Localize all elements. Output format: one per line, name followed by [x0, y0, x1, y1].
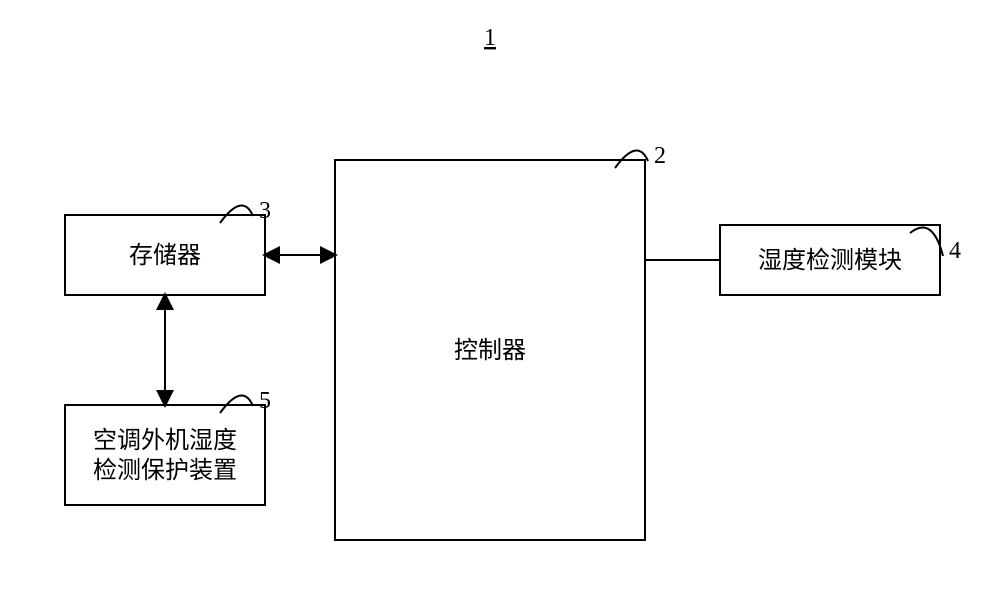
humidity-module-callout-curve [910, 228, 943, 256]
memory-callout-number: 3 [259, 198, 271, 224]
protection-device-rect [65, 405, 265, 505]
humidity-module-callout-number: 4 [949, 238, 961, 264]
protection-device-block: 空调外机湿度检测保护装置 5 [65, 388, 271, 505]
block-diagram: 1 控制器 2 存储器 3 湿度检测模块 4 空调外机湿度检测保护装置 5 [0, 0, 1000, 609]
memory-label: 存储器 [129, 242, 201, 269]
controller-label: 控制器 [454, 337, 526, 364]
memory-block: 存储器 3 [65, 198, 271, 295]
protection-device-callout-number: 5 [259, 388, 271, 414]
controller-callout-number: 2 [654, 143, 666, 169]
protection-device-label: 空调外机湿度检测保护装置 [93, 427, 237, 484]
humidity-module-block: 湿度检测模块 4 [720, 225, 961, 295]
controller-block: 控制器 2 [335, 143, 666, 540]
diagram-title: 1 [484, 25, 496, 51]
humidity-module-label: 湿度检测模块 [758, 247, 902, 274]
